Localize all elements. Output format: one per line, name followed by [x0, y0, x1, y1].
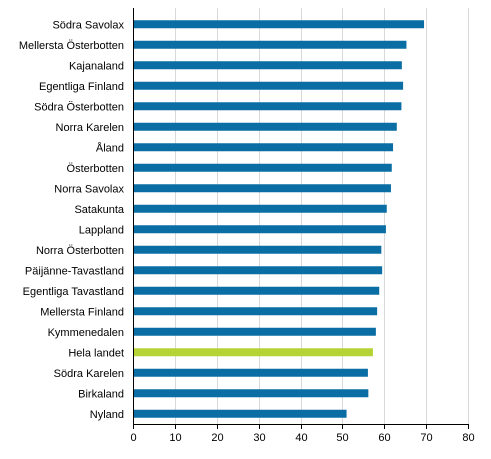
x-tick-label-80: 80: [462, 432, 474, 444]
category-label-3: Egentliga Finland: [39, 81, 124, 93]
x-tick-label-40: 40: [295, 432, 307, 444]
bar-6: [133, 143, 394, 152]
bar-1: [133, 40, 407, 49]
category-label-8: Norra Savolax: [54, 183, 124, 195]
bar-19: [133, 409, 347, 418]
x-axis: 0 10 20 30 40 50 60 70 80: [130, 8, 475, 444]
category-label-9: Satakunta: [74, 204, 124, 216]
x-tick-label-30: 30: [253, 432, 265, 444]
bar-7: [133, 163, 392, 172]
bars: [133, 20, 425, 418]
bar-9: [133, 204, 387, 213]
bar-3: [133, 81, 404, 90]
grid-lines: [175, 8, 469, 424]
bar-5: [133, 122, 397, 131]
bar-8: [133, 184, 391, 193]
x-tick-label-60: 60: [378, 432, 390, 444]
category-label-6: Åland: [96, 141, 124, 154]
bar-15: [133, 327, 376, 336]
bar-14: [133, 307, 378, 316]
category-label-14: Mellersta Finland: [40, 306, 124, 318]
bar-17: [133, 368, 368, 377]
x-tick-label-70: 70: [420, 432, 432, 444]
category-label-1: Mellersta Österbotten: [19, 40, 124, 52]
category-label-7: Österbotten: [67, 163, 124, 175]
bar-4: [133, 102, 402, 111]
category-label-19: Nyland: [90, 409, 124, 421]
bar-10: [133, 225, 386, 234]
x-tick-label-20: 20: [211, 432, 223, 444]
category-label-15: Kymmenedalen: [48, 327, 124, 339]
category-label-16: Hela landet: [68, 347, 124, 359]
bar-11: [133, 245, 382, 254]
category-label-0: Södra Savolax: [52, 19, 124, 31]
bar-16: [133, 348, 373, 357]
category-label-5: Norra Karelen: [56, 122, 124, 134]
category-label-18: Birkaland: [78, 388, 124, 400]
x-tick-label-0: 0: [130, 432, 136, 444]
x-tick-label-50: 50: [336, 432, 348, 444]
bar-0: [133, 20, 425, 29]
bar-18: [133, 389, 369, 398]
category-labels: Södra Savolax Mellersta Österbotten Kajana…: [19, 19, 125, 421]
category-label-10: Lappland: [79, 224, 124, 236]
category-label-17: Södra Karelen: [54, 368, 124, 380]
category-label-13: Egentliga Tavastland: [23, 286, 124, 298]
bar-13: [133, 286, 380, 295]
category-label-4: Södra Österbotten: [34, 101, 124, 113]
x-tick-label-10: 10: [169, 432, 181, 444]
bar-2: [133, 61, 402, 70]
category-label-12: Päijänne-Tavastland: [25, 265, 124, 277]
category-label-11: Norra Österbotten: [36, 245, 124, 257]
category-label-2: Kajanaland: [69, 60, 124, 72]
bar-12: [133, 266, 383, 275]
